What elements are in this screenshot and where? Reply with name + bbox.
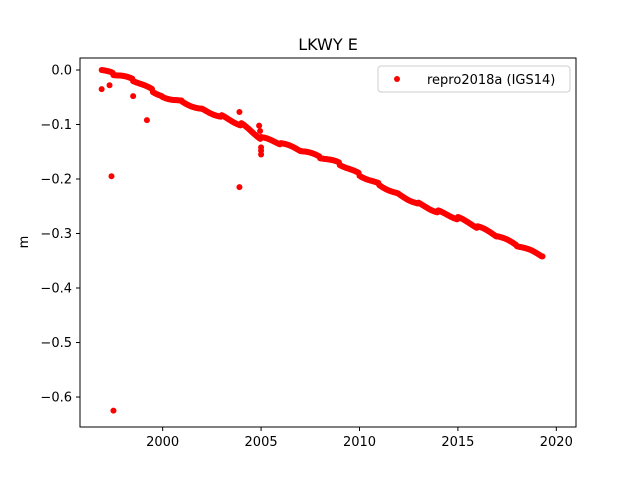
x-tick-label: 2000 — [146, 435, 179, 450]
x-tick-label: 2015 — [441, 435, 474, 450]
outlier-point — [98, 86, 105, 93]
y-axis-label: m — [17, 236, 32, 249]
outlier-point — [236, 108, 243, 115]
y-tick-label: −0.1 — [40, 118, 72, 133]
outlier-point — [108, 173, 115, 180]
legend-box — [377, 65, 571, 93]
outlier-point — [110, 407, 117, 414]
y-tick-label: −0.5 — [40, 336, 72, 351]
x-tick-label: 2005 — [245, 435, 278, 450]
outlier-point — [106, 82, 113, 89]
x-tick-label: 2010 — [343, 435, 376, 450]
data-point — [539, 253, 546, 260]
outlier-point — [130, 93, 137, 100]
y-tick-label: −0.6 — [40, 391, 72, 406]
y-axis: 0.0 −0.1 −0.2 −0.3 −0.4 −0.5 −0.6 — [40, 63, 80, 406]
chart-title: LKWY E — [298, 35, 358, 54]
y-tick-label: −0.3 — [40, 227, 72, 242]
y-tick-label: −0.2 — [40, 173, 72, 188]
data-points — [98, 66, 546, 414]
outlier-point — [143, 117, 150, 124]
y-tick-label: 0.0 — [51, 63, 72, 78]
outlier-point — [236, 184, 243, 191]
outlier-point — [256, 122, 263, 129]
legend-marker — [394, 76, 400, 82]
x-axis: 2000 2005 2010 2015 2020 — [146, 427, 573, 450]
outlier-point — [258, 151, 265, 158]
legend-label: repro2018a (IGS14) — [427, 73, 555, 88]
outlier-point — [257, 128, 264, 135]
y-tick-label: −0.4 — [40, 282, 72, 297]
x-tick-label: 2020 — [540, 435, 573, 450]
legend: repro2018a (IGS14) — [377, 65, 571, 93]
plot-frame — [79, 57, 577, 428]
